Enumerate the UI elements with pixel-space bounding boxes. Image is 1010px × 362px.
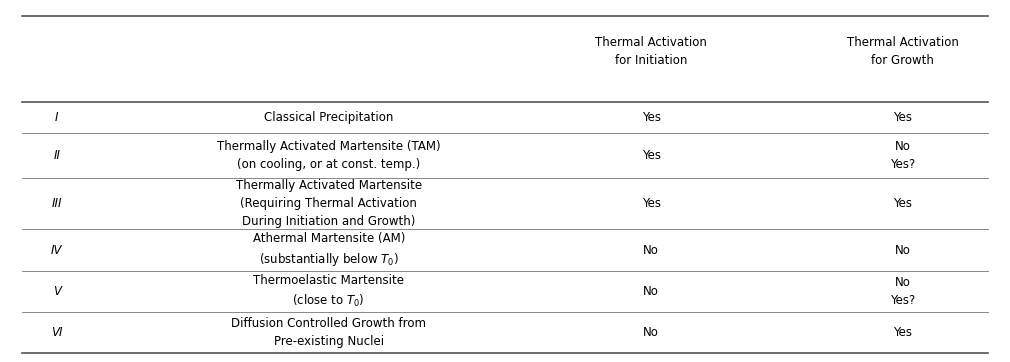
Text: Thermal Activation
for Growth: Thermal Activation for Growth — [847, 36, 958, 67]
Text: VI: VI — [52, 326, 63, 339]
Text: No: No — [643, 326, 659, 339]
Text: Thermally Activated Martensite
(Requiring Thermal Activation
During Initiation a: Thermally Activated Martensite (Requirin… — [235, 179, 422, 228]
Text: I: I — [55, 111, 59, 124]
Text: Thermal Activation
for Initiation: Thermal Activation for Initiation — [595, 36, 707, 67]
Text: No: No — [643, 244, 659, 257]
Text: IV: IV — [52, 244, 63, 257]
Text: Thermally Activated Martensite (TAM)
(on cooling, or at const. temp.): Thermally Activated Martensite (TAM) (on… — [217, 140, 440, 171]
Text: III: III — [52, 197, 62, 210]
Text: Classical Precipitation: Classical Precipitation — [264, 111, 394, 124]
Text: No: No — [895, 244, 911, 257]
Text: No
Yes?: No Yes? — [890, 140, 915, 171]
Text: Diffusion Controlled Growth from
Pre-existing Nuclei: Diffusion Controlled Growth from Pre-exi… — [231, 317, 426, 348]
Text: Yes: Yes — [894, 111, 912, 124]
Text: V: V — [53, 285, 61, 298]
Text: Athermal Martensite (AM)
(substantially below $T_0$): Athermal Martensite (AM) (substantially … — [252, 232, 405, 268]
Text: Thermoelastic Martensite
(close to $T_0$): Thermoelastic Martensite (close to $T_0$… — [254, 274, 404, 309]
Text: Yes: Yes — [894, 326, 912, 339]
Text: II: II — [54, 149, 61, 162]
Text: Yes: Yes — [641, 111, 661, 124]
Text: No
Yes?: No Yes? — [890, 276, 915, 307]
Text: Yes: Yes — [894, 197, 912, 210]
Text: Yes: Yes — [641, 197, 661, 210]
Text: Yes: Yes — [641, 149, 661, 162]
Text: No: No — [643, 285, 659, 298]
